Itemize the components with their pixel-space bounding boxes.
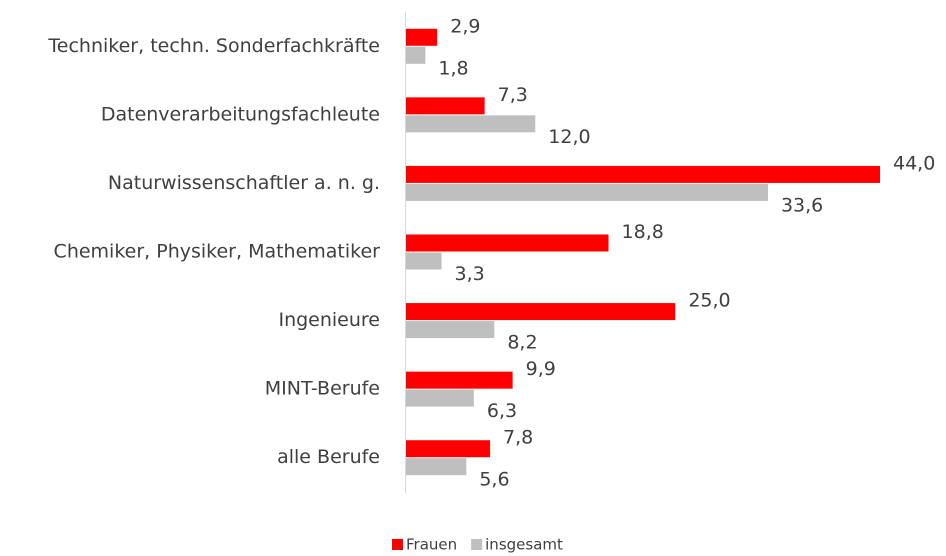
value-label: 25,0 [688, 290, 730, 312]
bar [406, 97, 485, 115]
bar [406, 440, 491, 458]
category-label: Techniker, techn. Sonderfachkräfte [47, 35, 380, 57]
bar [406, 28, 438, 46]
bar [406, 389, 474, 407]
bar [406, 46, 426, 64]
legend-swatch [471, 539, 483, 550]
value-label: 44,0 [893, 152, 935, 174]
bar [406, 183, 768, 201]
bar [406, 303, 676, 321]
bar [406, 321, 495, 339]
legend-swatch [392, 539, 403, 550]
value-label: 2,9 [450, 15, 480, 37]
value-label: 33,6 [781, 194, 823, 216]
category-label: MINT-Berufe [265, 378, 380, 400]
value-label: 18,8 [622, 221, 664, 243]
value-label: 3,3 [455, 263, 485, 285]
legend-label: Frauen [406, 536, 457, 554]
legend-label: insgesamt [485, 536, 563, 554]
value-label: 7,8 [503, 427, 533, 449]
category-label: Naturwissenschaftler a. n. g. [108, 172, 380, 194]
category-label: alle Berufe [277, 446, 380, 468]
value-label: 12,0 [548, 126, 590, 148]
bar [406, 458, 467, 476]
value-label: 1,8 [438, 57, 468, 79]
bar [406, 115, 536, 133]
category-label: Chemiker, Physiker, Mathematiker [54, 241, 381, 263]
value-label: 8,2 [507, 332, 537, 354]
category-label: Datenverarbeitungsfachleute [101, 103, 380, 125]
value-label: 6,3 [487, 400, 517, 422]
value-label: 9,9 [526, 358, 556, 380]
value-label: 7,3 [498, 84, 528, 106]
bar [406, 165, 880, 183]
bar [406, 234, 609, 252]
bar [406, 371, 513, 389]
value-label: 5,6 [479, 469, 509, 491]
category-label: Ingenieure [278, 309, 380, 331]
bar [406, 252, 442, 270]
